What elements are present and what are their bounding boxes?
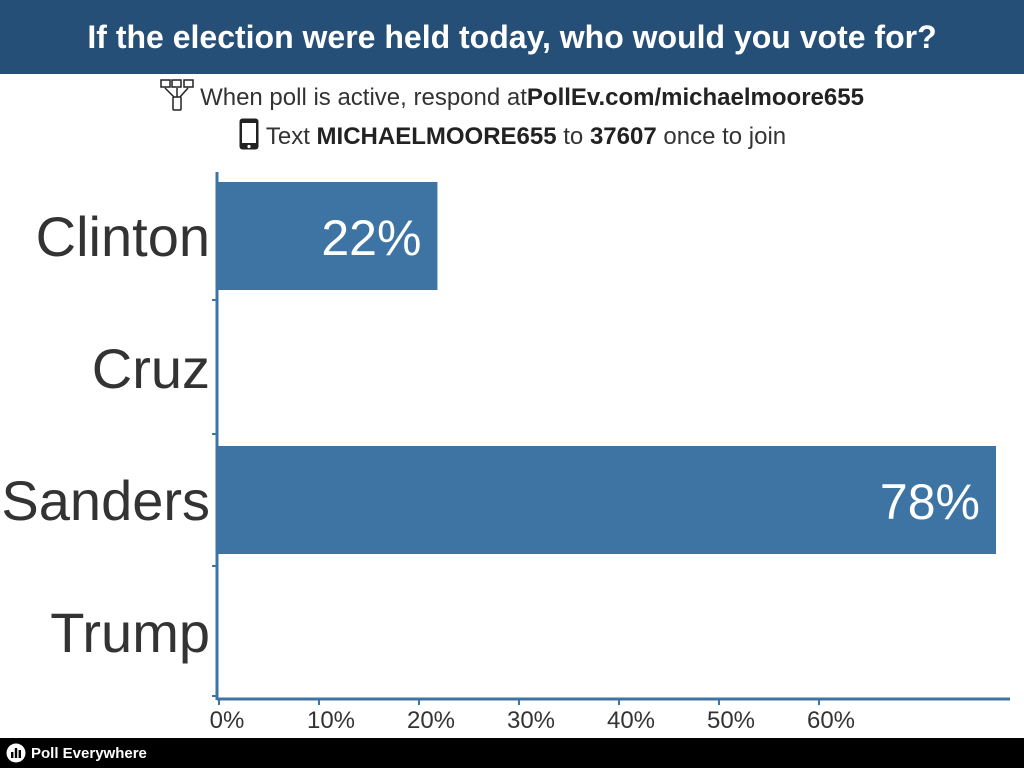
respond-instruction: When poll is active, respond at PollEv.c… (0, 78, 1024, 118)
category-label-clinton: Clinton (36, 205, 210, 268)
x-tick-label: 30% (507, 707, 555, 734)
poll-url[interactable]: PollEv.com/michaelmoore655 (526, 84, 864, 111)
x-tick-label: 50% (707, 707, 755, 734)
text-mid: to (556, 123, 590, 150)
category-label-trump: Trump (50, 601, 210, 664)
x-tick-label: 40% (607, 707, 655, 734)
data-label-sanders: 78% (880, 474, 980, 530)
bar-sanders (218, 446, 996, 554)
poll-title: If the election were held today, who wou… (0, 0, 1024, 74)
category-label-cruz: Cruz (92, 337, 210, 400)
x-tick-label: 20% (407, 707, 455, 734)
respond-prefix: When poll is active, respond at (200, 84, 527, 111)
text-prefix: Text (265, 123, 317, 150)
phone-icon (238, 117, 260, 158)
poll-everywhere-logo-icon (6, 743, 26, 763)
poll-title-text: If the election were held today, who wou… (87, 18, 937, 55)
poll-results-chart: 22% Clinton Cruz 78% Sanders Trump 0% 10% 20% 30%… (1, 172, 1010, 734)
bar-clinton (218, 182, 438, 290)
x-tick-label: 0% (210, 707, 245, 734)
network-devices-icon (160, 78, 194, 118)
x-tick-label: 10% (307, 707, 355, 734)
data-label-clinton: 22% (321, 210, 421, 266)
join-code: MICHAELMOORE655 (316, 123, 557, 150)
footer-brand: Poll Everywhere (31, 744, 147, 762)
text-suffix: once to join (656, 123, 787, 150)
footer-bar: Poll Everywhere (0, 738, 1024, 768)
x-tick-label: 60% (807, 707, 855, 734)
category-label-sanders: Sanders (1, 469, 210, 532)
sms-number: 37607 (589, 123, 657, 150)
text-instruction: Text MICHAELMOORE655 to 37607 once to jo… (0, 118, 1024, 156)
